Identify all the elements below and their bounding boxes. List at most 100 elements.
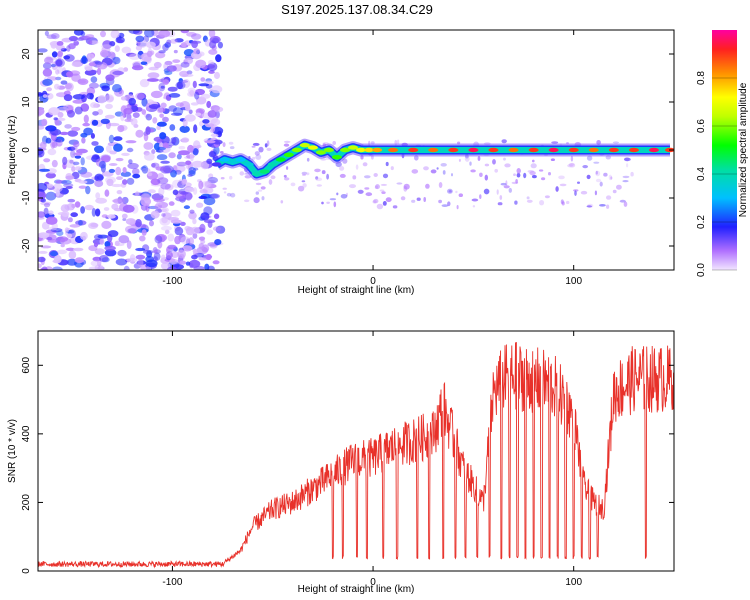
noise-speck: [41, 221, 50, 230]
scatter-speck: [365, 192, 373, 197]
y-tick-label: 0: [21, 568, 32, 574]
noise-speck: [87, 53, 95, 60]
noise-speck: [188, 237, 194, 246]
noise-speck: [97, 95, 107, 104]
scatter-speck: [314, 168, 321, 173]
noise-speck: [70, 149, 76, 158]
noise-speck: [187, 144, 194, 153]
noise-speck: [111, 203, 119, 210]
noise-speck: [145, 259, 158, 268]
noise-speck: [118, 235, 130, 244]
scatter-speck: [301, 180, 306, 183]
noise-speck: [196, 202, 204, 208]
noise-speck: [71, 61, 83, 68]
scatter-speck: [593, 161, 600, 164]
noise-speck: [162, 197, 169, 201]
ridge-point: [348, 145, 358, 150]
snr-y-label: SNR (10 * v/v): [7, 419, 18, 483]
noise-speck: [84, 66, 93, 71]
noise-speck: [189, 209, 195, 214]
noise-speck: [114, 243, 125, 247]
noise-speck: [145, 126, 151, 135]
snr-frame: [37, 330, 675, 572]
noise-speck: [121, 46, 132, 54]
noise-speck: [121, 213, 128, 219]
noise-speck: [145, 113, 152, 121]
scatter-speck: [326, 173, 329, 180]
noise-speck: [170, 209, 181, 217]
noise-speck: [166, 65, 177, 72]
noise-speck: [168, 201, 175, 206]
noise-speck: [130, 254, 136, 262]
noise-speck: [204, 180, 212, 188]
noise-speck: [42, 68, 53, 77]
noise-speck: [46, 236, 53, 241]
noise-speck: [161, 216, 168, 224]
scatter-speck: [471, 198, 479, 202]
scatter-speck: [558, 175, 565, 180]
ridge-point: [307, 145, 318, 150]
noise-speck: [38, 232, 50, 239]
scatter-speck: [595, 170, 598, 175]
noise-speck: [101, 44, 112, 49]
noise-speck: [57, 117, 66, 122]
noise-speck: [169, 258, 179, 265]
noise-speck: [199, 223, 206, 233]
scatter-speck: [504, 163, 511, 168]
noise-speck: [105, 176, 116, 184]
scatter-speck: [479, 194, 482, 200]
noise-speck: [151, 162, 160, 169]
x-tick-label: -100: [162, 577, 182, 588]
noise-speck: [46, 92, 54, 100]
noise-speck: [160, 160, 170, 164]
ridge-point: [356, 147, 366, 153]
noise-speck: [207, 265, 215, 270]
scatter-speck: [447, 188, 453, 194]
noise-speck: [195, 59, 207, 69]
colorbar-tick-label: 0.2: [696, 215, 707, 229]
noise-speck: [160, 102, 167, 109]
scatter-speck: [606, 204, 610, 209]
noise-speck: [105, 145, 112, 153]
noise-speck: [206, 158, 213, 164]
scatter-speck: [508, 187, 512, 193]
scatter-speck: [582, 165, 588, 169]
noise-speck: [191, 254, 198, 260]
noise-speck: [129, 53, 141, 60]
noise-speck: [91, 208, 97, 217]
noise-speck: [137, 258, 144, 268]
scatter-speck: [515, 179, 518, 184]
noise-speck: [135, 129, 144, 138]
noise-speck: [190, 226, 200, 235]
noise-speck: [104, 245, 116, 251]
y-tick-label: 400: [21, 425, 32, 442]
noise-speck: [152, 117, 158, 124]
noise-speck: [38, 256, 46, 263]
noise-speck: [38, 182, 48, 192]
noise-speck: [187, 87, 196, 94]
noise-speck: [210, 133, 219, 137]
scatter-speck: [622, 180, 629, 183]
scatter-speck: [548, 172, 551, 176]
scatter-speck: [516, 172, 521, 178]
scatter-speck: [280, 200, 284, 204]
noise-speck: [208, 70, 215, 74]
scatter-speck: [464, 155, 470, 162]
scatter-speck: [555, 186, 559, 192]
noise-speck: [179, 260, 186, 265]
noise-speck: [90, 133, 95, 139]
scatter-speck: [362, 162, 368, 167]
noise-speck: [198, 243, 205, 250]
scatter-speck: [599, 204, 606, 207]
noise-speck: [156, 201, 163, 206]
noise-speck: [100, 30, 106, 38]
noise-speck: [101, 214, 108, 218]
noise-speck: [156, 125, 161, 131]
scatter-speck: [577, 181, 580, 184]
noise-speck: [45, 216, 58, 225]
noise-speck: [80, 31, 86, 37]
noise-speck: [160, 165, 171, 174]
scatter-speck: [301, 171, 308, 175]
scatter-speck: [442, 170, 446, 175]
scatter-speck: [505, 180, 508, 187]
